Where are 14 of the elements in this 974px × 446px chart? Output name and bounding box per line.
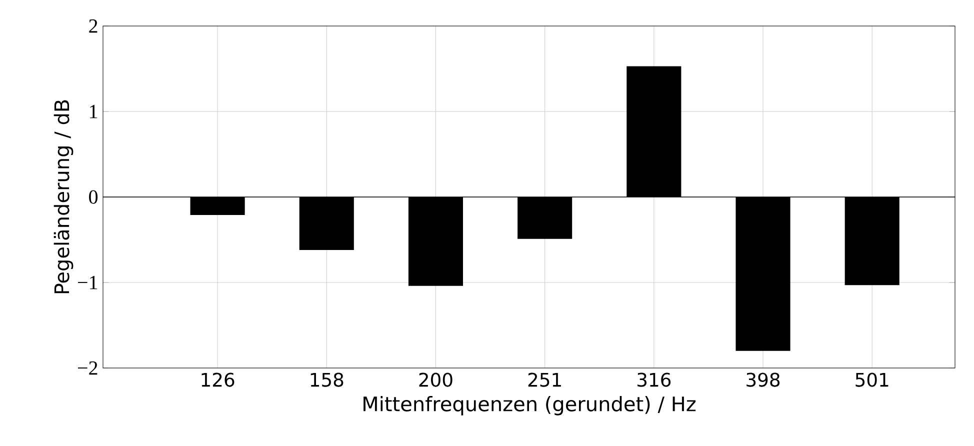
y-tick-label: 1 — [90, 104, 98, 118]
y-tick-label: −1 — [78, 276, 98, 290]
x-axis-title: Mittenfrequenzen (gerundet) / Hz — [364, 396, 696, 416]
y-tick-label: 0 — [89, 190, 98, 204]
x-tick-label: 251 — [528, 372, 561, 387]
y-axis-title: Pegeländerung / dB — [54, 100, 74, 294]
y-tick-label: −2 — [78, 361, 98, 375]
x-tick-label: 200 — [419, 372, 452, 387]
x-tick-label: 316 — [638, 372, 671, 387]
x-tick-label: 398 — [746, 372, 780, 387]
x-tick-label: 158 — [310, 372, 344, 387]
x-tick-label: 501 — [856, 372, 888, 387]
y-tick-label: 2 — [89, 19, 98, 33]
x-tick-label: 126 — [202, 372, 234, 387]
